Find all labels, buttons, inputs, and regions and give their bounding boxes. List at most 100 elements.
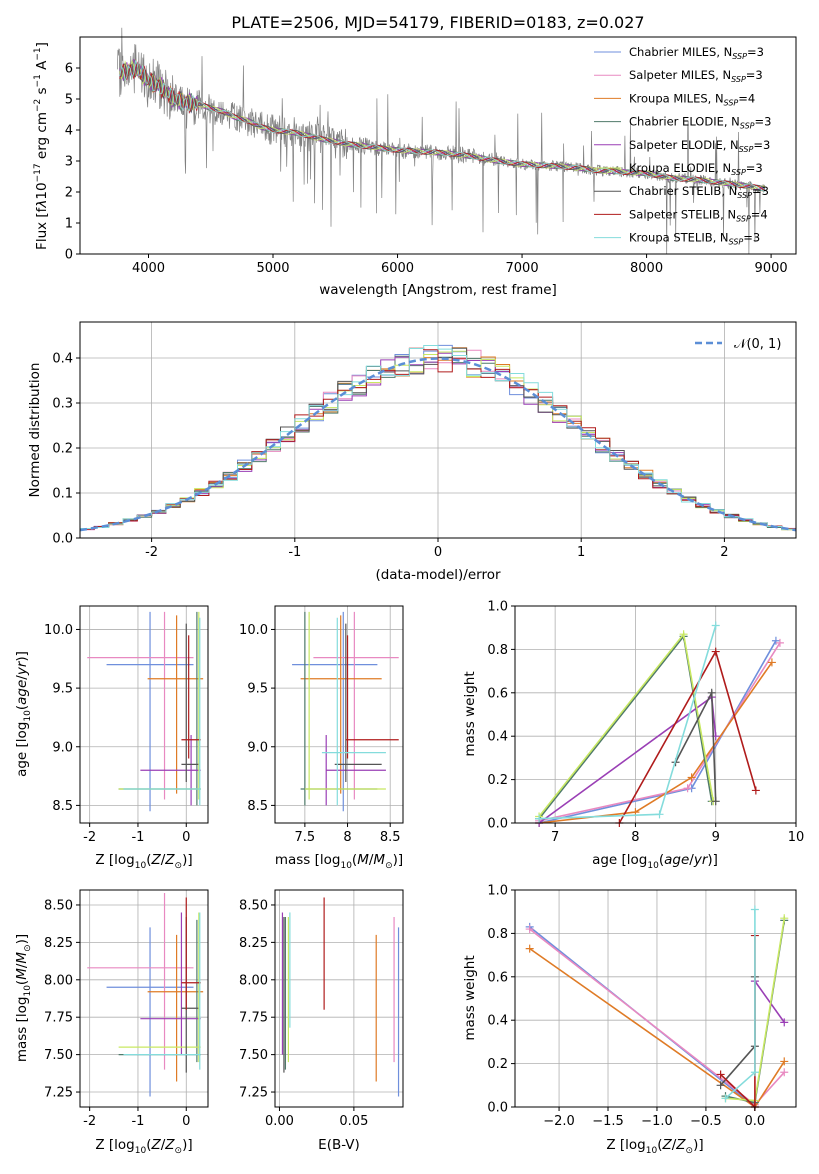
age-vs-mass-panel: 7.5 8 8.5 8.5 9.0 9.5 10.0 mass [log10(M/M⊙)] — [239, 605, 404, 871]
x-tick-label: 5000 — [256, 261, 289, 276]
legend-label: Chabrier STELIB, NSSP=3 — [629, 184, 769, 200]
errorbar-salpeter-elodie — [140, 912, 201, 1055]
wA-xlabel: age [log10(age/yr)] — [592, 852, 718, 871]
spectrum-title: PLATE=2506, MJD=54179, FIBERID=0183, z=0… — [231, 13, 644, 32]
y-tick-label: 7.25 — [239, 1086, 268, 1101]
y-tick-label: 8.5 — [52, 799, 73, 814]
model-spectrum-chabrier-stelib — [119, 63, 766, 189]
errorbar-kroupa-elodie — [304, 611, 386, 800]
weight-point — [535, 814, 544, 823]
weight-point — [525, 925, 534, 934]
x-tick-label: -2 — [83, 1114, 96, 1129]
x-tick-label: 1 — [577, 545, 585, 560]
weight-point — [679, 630, 688, 639]
x-tick-label: 9000 — [755, 261, 788, 276]
x-tick-label: -2 — [83, 830, 96, 845]
y-tick-label: 0.4 — [487, 1014, 508, 1029]
weight-point — [780, 1068, 789, 1077]
x-tick-label: -1 — [288, 545, 301, 560]
legend-label: Salpeter ELODIE, NSSP=3 — [629, 138, 770, 154]
weight-point — [751, 786, 760, 795]
y-tick-label: 0.1 — [52, 487, 73, 502]
weight-point — [750, 1068, 759, 1077]
spectrum-panel: 4000 5000 6000 7000 8000 9000 0 1 2 3 4 5 6 PLATE=25… — [33, 13, 797, 298]
y-tick-label: 0.0 — [52, 532, 73, 547]
y-tick-label: 0 — [65, 248, 73, 263]
y-tick-label: 4 — [65, 124, 73, 139]
mZ-ylabel: mass [log10(M/M⊙)] — [14, 934, 33, 1062]
errorbar-kroupa-miles — [147, 615, 204, 794]
normal-curve — [79, 357, 797, 532]
x-tick-label: 0.0 — [745, 1114, 766, 1129]
legend-label: Salpeter STELIB, NSSP=4 — [629, 207, 768, 223]
y-tick-label: 8.5 — [247, 799, 268, 814]
errorbar-salpeter-miles — [313, 611, 399, 800]
errorbar-chabrier-miles — [106, 611, 194, 812]
weight-point — [780, 914, 789, 923]
spectrum-ylabel: Flux [fλ10−17 erg cm−2 s−1 A−1] — [33, 42, 50, 250]
y-tick-label: 9.5 — [247, 682, 268, 697]
x-tick-label: −1.0 — [641, 1114, 673, 1129]
weight-point — [716, 1081, 725, 1090]
ageZ-ylabel: age [log10(age/yr)] — [14, 651, 33, 777]
weight-point — [711, 621, 720, 630]
wZ-ylabel: mass weight — [462, 955, 478, 1040]
y-tick-label: 7.50 — [44, 1048, 73, 1063]
errorbar-chabrier-stelib — [181, 623, 199, 782]
massweight-vs-age-panel: 7 8 9 10 0.0 0.2 0.4 0.6 0.8 1.0 age [log10(age/y… — [462, 600, 804, 872]
legend-label: Chabrier MILES, NSSP=3 — [629, 45, 764, 61]
weight-point — [775, 638, 784, 647]
y-tick-label: 0.0 — [487, 1101, 508, 1116]
errorbar-kroupa-stelib — [123, 912, 201, 1070]
wZ-xlabel: Z [log10(Z/Z⊙)] — [606, 1137, 703, 1156]
y-tick-label: 0.2 — [487, 773, 508, 788]
weight-point — [780, 1057, 789, 1066]
weight-point — [771, 636, 780, 645]
weight-line-kroupa-stelib — [721, 905, 759, 1103]
legend-label: Salpeter MILES, NSSP=3 — [629, 68, 763, 84]
weight-line — [754, 980, 785, 1023]
weight-point — [780, 1018, 789, 1027]
y-tick-label: 0.6 — [487, 686, 508, 701]
x-tick-label: 0.00 — [265, 1114, 294, 1129]
mass-vs-extinction-panel: 0.00 0.05 7.25 7.50 7.75 8.00 8.25 8.50 E(B-V) — [239, 889, 404, 1153]
weight-line-kroupa-stelib — [535, 621, 720, 823]
y-tick-label: 9.5 — [52, 682, 73, 697]
y-tick-label: 0.8 — [487, 643, 508, 658]
x-tick-label: 4000 — [132, 261, 165, 276]
spectrum-xlabel: wavelength [Angstrom, rest frame] — [319, 282, 557, 298]
y-tick-label: 0.4 — [52, 352, 73, 367]
wA-ylabel: mass weight — [462, 671, 478, 756]
y-tick-label: 7.75 — [44, 1011, 73, 1026]
y-tick-label: 10.0 — [239, 623, 268, 638]
errorbar-kroupa-stelib — [123, 617, 201, 806]
legend-label: Kroupa ELODIE, NSSP=3 — [629, 161, 763, 177]
legend-label: Kroupa STELIB, NSSP=3 — [629, 231, 760, 247]
x-tick-label: 9 — [712, 830, 720, 845]
y-tick-label: 7.50 — [239, 1048, 268, 1063]
errorbar-salpeter-stelib — [181, 897, 201, 1010]
weight-point — [767, 658, 776, 667]
y-tick-label: 0.4 — [487, 730, 508, 745]
y-tick-label: 8.50 — [239, 898, 268, 913]
weight-point — [683, 784, 692, 793]
y-tick-label: 0.8 — [487, 927, 508, 942]
y-tick-label: 9.0 — [247, 740, 268, 755]
x-tick-label: -2 — [145, 545, 158, 560]
x-tick-label: 0 — [434, 545, 442, 560]
errorbar-salpeter-miles — [87, 892, 194, 1070]
y-tick-label: 8.25 — [239, 936, 268, 951]
residuals-panel: -2 -1 0 1 2 0.0 0.1 0.2 0.3 0.4 (data-model)/erro… — [27, 321, 797, 583]
y-tick-label: 10.0 — [44, 623, 73, 638]
x-tick-label: 8 — [631, 830, 639, 845]
mass-vs-metallicity-panel: -2 -1 0 7.25 7.50 7.75 8.00 8.25 8.50 Z [log10(Z… — [14, 889, 209, 1156]
x-tick-label: 8 — [343, 830, 351, 845]
weight-point — [687, 773, 696, 782]
x-tick-label: 7000 — [506, 261, 539, 276]
y-tick-label: 8.25 — [44, 936, 73, 951]
y-tick-label: 3 — [65, 155, 73, 170]
y-tick-label: 1.0 — [487, 884, 508, 899]
residuals-ylabel: Normed distribution — [27, 363, 43, 498]
y-tick-label: 0.2 — [52, 442, 73, 457]
y-tick-label: 6 — [65, 62, 73, 77]
